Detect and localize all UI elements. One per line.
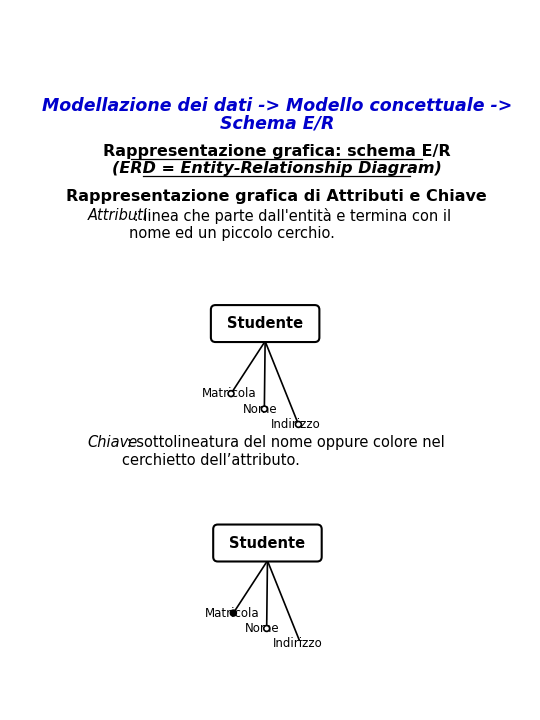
Circle shape bbox=[231, 610, 237, 616]
Text: Studente: Studente bbox=[230, 536, 306, 551]
Text: Matricola: Matricola bbox=[202, 387, 257, 400]
Circle shape bbox=[295, 421, 301, 428]
Text: : sottolineatura del nome oppure colore nel
cerchietto dell’attributo.: : sottolineatura del nome oppure colore … bbox=[122, 435, 444, 467]
Text: : linea che parte dall'entità e termina con il
nome ed un piccolo cerchio.: : linea che parte dall'entità e termina … bbox=[129, 208, 451, 241]
Text: Chiave: Chiave bbox=[87, 435, 138, 450]
Text: Rappresentazione grafica: schema E/R: Rappresentazione grafica: schema E/R bbox=[103, 144, 450, 159]
Text: Nome: Nome bbox=[242, 402, 277, 415]
Circle shape bbox=[264, 626, 269, 631]
Circle shape bbox=[298, 641, 303, 647]
FancyBboxPatch shape bbox=[213, 525, 322, 562]
Text: Schema E/R: Schema E/R bbox=[220, 115, 334, 133]
Text: (ERD = Entity-Relationship Diagram): (ERD = Entity-Relationship Diagram) bbox=[112, 161, 442, 176]
FancyBboxPatch shape bbox=[211, 305, 319, 342]
Circle shape bbox=[228, 391, 234, 397]
Text: Studente: Studente bbox=[227, 316, 303, 331]
Circle shape bbox=[261, 406, 267, 412]
Text: Matricola: Matricola bbox=[205, 606, 259, 620]
Text: Rappresentazione grafica di Attributi e Chiave: Rappresentazione grafica di Attributi e … bbox=[66, 189, 487, 204]
Text: Indirizzo: Indirizzo bbox=[273, 637, 322, 650]
Text: Indirizzo: Indirizzo bbox=[271, 418, 320, 431]
Text: Attributi: Attributi bbox=[87, 208, 147, 223]
Text: Modellazione dei dati -> Modello concettuale ->: Modellazione dei dati -> Modello concett… bbox=[42, 97, 512, 115]
Text: Nome: Nome bbox=[245, 622, 280, 635]
